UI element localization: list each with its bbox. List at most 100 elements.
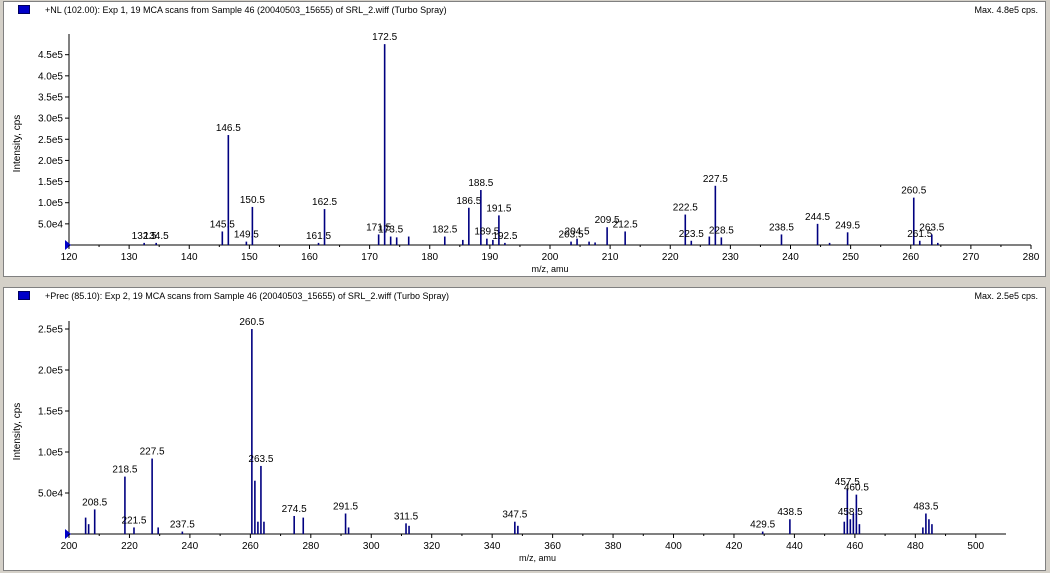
- peak-label: 149.5: [234, 230, 259, 241]
- peak-label: 172.5: [372, 32, 397, 43]
- peak-label: 182.5: [432, 225, 457, 236]
- y-tick-label: 3.5e5: [38, 92, 63, 103]
- y-tick-label: 1.5e5: [38, 177, 63, 188]
- peak-label: 249.5: [835, 220, 860, 231]
- y-tick-label: 2.5e5: [38, 325, 63, 336]
- series-color-marker[interactable]: [18, 291, 30, 300]
- x-tick-label: 380: [605, 541, 622, 552]
- peak-label: 311.5: [394, 511, 419, 522]
- panel-header: +Prec (85.10): Exp 2, 19 MCA scans from …: [4, 288, 1045, 304]
- peak-label: 221.5: [121, 515, 146, 526]
- x-tick-label: 220: [662, 252, 679, 263]
- x-tick-label: 360: [544, 541, 561, 552]
- panel-title: +Prec (85.10): Exp 2, 19 MCA scans from …: [45, 291, 449, 301]
- y-tick-label: 4.0e5: [38, 71, 63, 82]
- peak-label: 429.5: [750, 520, 775, 531]
- y-axis-title: Intensity, cps: [12, 403, 23, 461]
- x-tick-label: 220: [121, 541, 138, 552]
- x-tick-label: 340: [484, 541, 501, 552]
- x-axis-title: m/z, amu: [531, 264, 568, 274]
- y-axis-title: Intensity, cps: [12, 115, 23, 173]
- y-tick-label: 4.5e5: [38, 50, 63, 61]
- x-tick-label: 260: [242, 541, 259, 552]
- peak-label: 483.5: [913, 502, 938, 513]
- max-intensity-label: Max. 2.5e5 cps.: [974, 291, 1038, 301]
- x-tick-label: 140: [181, 252, 198, 263]
- x-tick-label: 460: [847, 541, 864, 552]
- x-tick-label: 260: [902, 252, 919, 263]
- peak-label: 222.5: [673, 203, 698, 214]
- peak-label: 208.5: [82, 497, 107, 508]
- peak-label: 146.5: [216, 123, 241, 134]
- peak-label: 171.5: [366, 222, 391, 233]
- x-tick-label: 180: [421, 252, 438, 263]
- peak-label: 228.5: [709, 225, 734, 236]
- x-tick-label: 120: [61, 252, 78, 263]
- peak-label: 203.5: [559, 230, 584, 241]
- peak-label: 458.5: [838, 507, 863, 518]
- x-tick-label: 280: [1023, 252, 1040, 263]
- peak-label: 188.5: [468, 178, 493, 189]
- peak-label: 238.5: [769, 222, 794, 233]
- y-tick-label: 2.0e5: [38, 156, 63, 167]
- spectrum-plot-nl[interactable]: 120 130 140 150 160 170 180 190 200 210 220 230 240 2…: [4, 2, 1045, 276]
- x-tick-label: 200: [61, 541, 78, 552]
- x-tick-label: 400: [665, 541, 682, 552]
- peak-label: 438.5: [777, 507, 802, 518]
- peak-label: 161.5: [306, 231, 331, 242]
- x-tick-label: 190: [482, 252, 499, 263]
- peak-label: 212.5: [613, 219, 638, 230]
- x-tick-label: 440: [786, 541, 803, 552]
- panel-header: +NL (102.00): Exp 1, 19 MCA scans from S…: [4, 2, 1045, 18]
- peak-label: 263.5: [248, 454, 273, 465]
- peak-label: 134.5: [144, 231, 169, 242]
- x-tick-label: 280: [302, 541, 319, 552]
- axis-origin-marker-icon: [65, 240, 71, 250]
- x-tick-label: 480: [907, 541, 924, 552]
- peak-label: 191.5: [486, 203, 511, 214]
- peak-label: 189.5: [474, 227, 499, 238]
- peak-label: 260.5: [239, 317, 264, 328]
- peak-label: 150.5: [240, 195, 265, 206]
- x-tick-label: 210: [602, 252, 619, 263]
- y-tick-label: 2.5e5: [38, 135, 63, 146]
- spectrum-panel-nl: +NL (102.00): Exp 1, 19 MCA scans from S…: [3, 1, 1046, 277]
- peak-label: 227.5: [703, 174, 728, 185]
- x-axis-title: m/z, amu: [519, 553, 556, 563]
- y-tick-label: 1.0e5: [38, 198, 63, 209]
- y-tick-label: 2.0e5: [38, 366, 63, 377]
- peak-label: 204.5: [565, 227, 590, 238]
- peak-label: 186.5: [456, 196, 481, 207]
- peak-label: 227.5: [140, 447, 165, 458]
- x-tick-label: 130: [121, 252, 138, 263]
- peak-label: 223.5: [679, 229, 704, 240]
- x-tick-label: 420: [726, 541, 743, 552]
- spectrum-plot-prec[interactable]: 200 220 240 260 280 300 320 340 360 380 400 420 440 4…: [4, 288, 1045, 570]
- axis-origin-marker-icon: [65, 529, 71, 539]
- peak-label: 162.5: [312, 197, 337, 208]
- x-tick-label: 160: [301, 252, 318, 263]
- x-tick-label: 300: [363, 541, 380, 552]
- x-tick-label: 500: [967, 541, 984, 552]
- y-tick-label: 5.0e4: [38, 219, 63, 230]
- x-tick-label: 240: [182, 541, 199, 552]
- x-tick-label: 320: [423, 541, 440, 552]
- x-tick-label: 240: [782, 252, 799, 263]
- peak-label: 192.5: [492, 231, 517, 242]
- panel-title: +NL (102.00): Exp 1, 19 MCA scans from S…: [45, 5, 447, 15]
- peak-label: 457.5: [835, 477, 860, 488]
- peak-label: 132.5: [132, 231, 157, 242]
- x-tick-label: 230: [722, 252, 739, 263]
- peak-label: 291.5: [333, 502, 358, 513]
- series-color-marker[interactable]: [18, 5, 30, 14]
- peak-label: 263.5: [919, 222, 944, 233]
- x-tick-label: 170: [361, 252, 378, 263]
- x-tick-label: 250: [842, 252, 859, 263]
- peak-label: 218.5: [112, 465, 137, 476]
- x-tick-label: 270: [963, 252, 980, 263]
- y-tick-label: 1.0e5: [38, 448, 63, 459]
- peak-label: 173.5: [378, 225, 403, 236]
- spectrum-panel-prec: +Prec (85.10): Exp 2, 19 MCA scans from …: [3, 287, 1046, 571]
- peak-label: 237.5: [170, 520, 195, 531]
- peak-label: 261.5: [907, 229, 932, 240]
